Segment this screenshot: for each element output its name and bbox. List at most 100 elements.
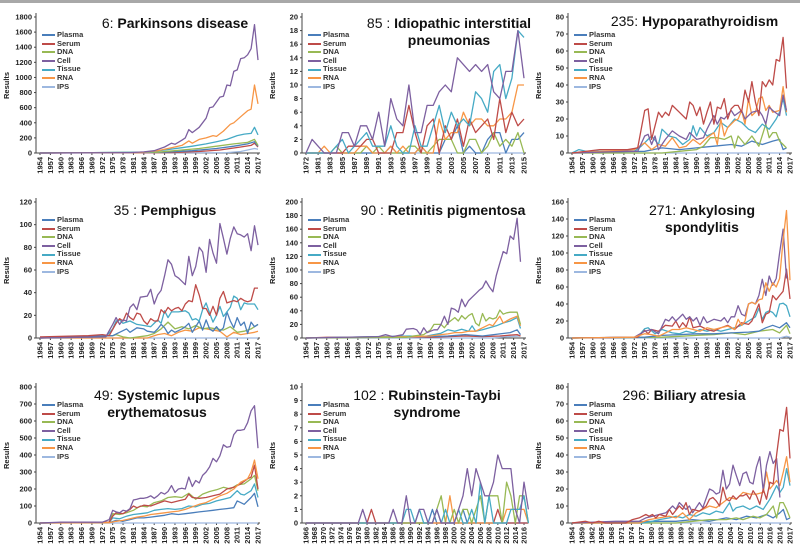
legend-item-plasma: Plasma <box>42 215 83 225</box>
x-tick-label: 1999 <box>723 342 732 359</box>
x-tick-label: 1968 <box>607 527 616 544</box>
legend-item-ips: IPS <box>574 82 615 92</box>
legend-item-tissue: Tissue <box>574 250 615 259</box>
series-line-plasma <box>571 508 791 524</box>
x-tick-label: 2004 <box>467 526 476 544</box>
legend-label: Plasma <box>57 400 84 409</box>
x-tick-label: 2007 <box>471 157 480 174</box>
x-tick-label: 2016 <box>766 527 775 544</box>
x-tick-label: 2014 <box>243 526 252 544</box>
y-tick-label: 70 <box>556 30 564 39</box>
x-tick-label: 2011 <box>765 157 774 173</box>
legend-swatch <box>42 253 55 256</box>
legend-label: Tissue <box>589 64 613 74</box>
series-line-plasma <box>39 141 259 154</box>
x-tick-label: 1996 <box>181 527 190 544</box>
legend-swatch <box>42 60 55 63</box>
legend-label: Cell <box>323 425 337 435</box>
legend-item-dna: DNA <box>308 233 349 242</box>
legend-item-serum: Serum <box>574 39 615 49</box>
x-tick-label: 1969 <box>87 342 96 359</box>
x-tick-label: 1974 <box>627 526 636 544</box>
legend-swatch <box>574 253 587 256</box>
chart-title: 85 : Idiopathic interstitial pneumonias <box>364 15 534 49</box>
x-tick-label: 2016 <box>520 527 529 544</box>
legend-swatch <box>308 68 321 71</box>
y-tick-label: 0 <box>28 149 32 158</box>
legend-label: Serum <box>57 408 81 418</box>
legend-label: DNA <box>323 232 340 242</box>
x-tick-label: 1996 <box>447 342 456 359</box>
x-tick-label: 1954 <box>568 341 577 359</box>
legend-label: Cell <box>323 240 337 250</box>
series-line-dna <box>572 123 787 154</box>
x-tick-label: 1993 <box>436 342 445 359</box>
legend-label: Serum <box>57 223 81 233</box>
series-line-rna <box>39 84 259 154</box>
x-tick-label: 2014 <box>775 341 784 359</box>
legend-item-ips: IPS <box>308 82 349 92</box>
x-tick-label: 1984 <box>405 341 414 359</box>
legend-label: Plasma <box>589 30 616 39</box>
title-disease: Retinitis pigmentosa <box>387 202 526 218</box>
legend-item-cell: Cell <box>308 425 349 436</box>
x-tick-label: 1969 <box>87 157 96 174</box>
legend-swatch <box>42 455 55 458</box>
chart-svg: 0 10 20 30 40 50 60 70 80 1954 1957 1960 1963 1966 196… <box>556 13 795 174</box>
title-disease: Parkinsons disease <box>113 15 249 31</box>
legend-label: Cell <box>323 55 337 65</box>
y-tick-label: 2 <box>294 135 298 144</box>
legend-label: DNA <box>57 232 74 242</box>
legend-label: Cell <box>57 425 71 435</box>
legend-item-rna: RNA <box>42 258 83 268</box>
legend-label: DNA <box>323 417 340 427</box>
legend-item-tissue: Tissue <box>308 65 349 74</box>
x-tick-label: 1966 <box>343 342 352 359</box>
y-tick-label: 500 <box>19 434 32 443</box>
x-tick-label: 1996 <box>713 157 722 174</box>
legend-item-plasma: Plasma <box>42 400 84 410</box>
y-tick-label: 6 <box>294 108 298 117</box>
x-tick-label: 1977 <box>637 527 646 544</box>
legend-label: Plasma <box>323 30 350 39</box>
y-tick-label: 100 <box>19 502 32 511</box>
legend-item-rna: RNA <box>574 443 615 453</box>
y-tick-label: 20 <box>290 320 298 329</box>
x-tick-label: 1954 <box>36 341 45 359</box>
x-tick-label: 1975 <box>108 157 117 174</box>
y-axis-label: Results <box>534 256 543 284</box>
legend-label: Tissue <box>57 64 81 74</box>
x-tick-label: 1957 <box>578 342 587 359</box>
legend-swatch <box>308 270 321 273</box>
legend-swatch <box>574 34 587 37</box>
legend-label: Plasma <box>323 400 350 409</box>
x-tick-label: 1954 <box>36 156 45 174</box>
y-axis-label: Results <box>268 441 277 469</box>
series-line-plasma <box>39 492 259 524</box>
x-tick-label: 2000 <box>450 527 459 544</box>
legend-item-ips: IPS <box>574 267 615 277</box>
y-tick-label: 180 <box>285 211 298 220</box>
x-tick-label: 1972 <box>302 157 311 174</box>
x-tick-label: 2008 <box>488 342 497 359</box>
y-tick-label: 1600 <box>15 28 32 37</box>
legend-item-tissue: Tissue <box>574 435 615 444</box>
legend-swatch <box>42 85 55 88</box>
chart-title: 90 : Retinitis pigmentosa <box>358 202 528 219</box>
legend-label: Plasma <box>589 215 616 224</box>
y-tick-label: 4 <box>294 464 299 473</box>
x-tick-label: 2002 <box>202 342 211 359</box>
legend-item-ips: IPS <box>574 452 615 462</box>
legend-swatch <box>308 447 321 450</box>
y-tick-label: 8 <box>294 410 298 419</box>
legend-label: DNA <box>57 47 74 57</box>
x-tick-label: 1985 <box>338 157 347 174</box>
y-tick-label: 1400 <box>15 43 32 52</box>
x-tick-label: 1972 <box>630 157 639 174</box>
y-tick-label: 40 <box>24 288 32 297</box>
legend-item-cell: Cell <box>42 425 83 436</box>
legend-label: Plasma <box>589 400 616 409</box>
x-tick-label: 1978 <box>119 157 128 174</box>
x-tick-label: 1982 <box>371 527 380 544</box>
x-tick-label: 1981 <box>129 342 138 359</box>
